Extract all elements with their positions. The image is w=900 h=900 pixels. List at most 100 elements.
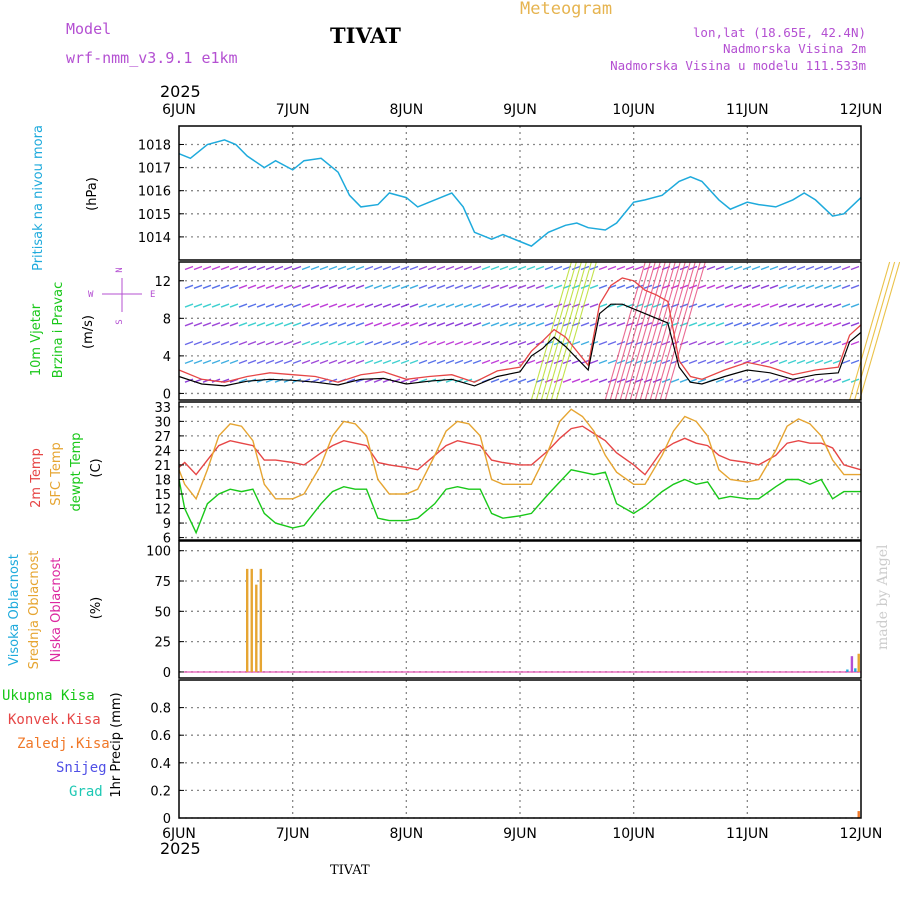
date-label-bottom: 6JUN (162, 826, 196, 842)
wind-barb (481, 322, 491, 327)
wind-barb (562, 378, 572, 383)
wind-barb (715, 284, 725, 289)
wind-barb (733, 303, 743, 308)
wind-barb (805, 340, 815, 346)
wind-hatch (639, 261, 681, 401)
wind-barb (796, 378, 806, 383)
wind-barb (553, 265, 563, 271)
compass-s: S (115, 319, 125, 324)
wind-barb (751, 340, 761, 346)
wind-barb (337, 340, 347, 346)
y-tick-label: 0 (163, 812, 171, 827)
wind-barb (409, 303, 419, 308)
wind-barb (445, 322, 455, 327)
wind-barb (184, 284, 194, 289)
wind-barb (373, 340, 383, 346)
wind-barb (319, 265, 329, 271)
wind-barb (850, 340, 860, 346)
wind-barb (598, 340, 608, 346)
wind-barb (229, 303, 239, 308)
wind-barb (472, 303, 482, 308)
wind-barb (526, 322, 536, 327)
y-tick-label: 12 (154, 275, 171, 290)
wind-barb (310, 265, 320, 271)
wind-barb (337, 265, 347, 271)
wind-barb (283, 340, 293, 346)
low-cloud-label: Niska Oblacnost (49, 558, 64, 663)
wind-barb (490, 303, 500, 308)
wind-barb (472, 284, 482, 289)
wind-barb (535, 284, 545, 289)
wind-barb (823, 378, 833, 383)
date-label-bottom: 10JUN (612, 826, 655, 842)
temp-ylabel: 2m Temp (29, 448, 44, 508)
wind-barb (724, 284, 734, 289)
wind-barb (508, 340, 518, 346)
wind-barb (805, 378, 815, 383)
wind-barb (310, 303, 320, 308)
wind-hatch (624, 261, 666, 401)
wind-barb (454, 322, 464, 327)
wind-barb (688, 359, 698, 365)
wind-barb (832, 265, 842, 271)
wind-barb (256, 265, 266, 271)
footer-station: TIVAT (330, 863, 370, 878)
wind-barb (490, 284, 500, 289)
wind-barb (310, 359, 320, 365)
wind-barb (292, 340, 302, 346)
wind-gust-line (178, 277, 862, 383)
wind-barb (418, 265, 428, 271)
wind-barb (589, 303, 599, 308)
wind-barb (607, 359, 617, 365)
wind-barb (292, 322, 302, 327)
wind-barb (580, 284, 590, 289)
date-label-top: 7JUN (276, 102, 310, 118)
compass-icon: N W E S (88, 267, 155, 324)
wind-barb (544, 265, 554, 271)
wind-barb (589, 284, 599, 289)
wind-barb (292, 265, 302, 271)
wind-barb (445, 340, 455, 346)
wind-barb (571, 265, 581, 271)
wind-barb (814, 340, 824, 346)
wind-barb (598, 378, 608, 383)
wind-barb (256, 322, 266, 327)
wind-barb (805, 359, 815, 365)
wind-barb (517, 265, 527, 271)
wind-barb (481, 284, 491, 289)
wind-barb (832, 303, 842, 308)
precip-legend-label: Zaledj.Kisa (17, 736, 110, 752)
cloud-bar (850, 656, 854, 672)
y-tick-label: 0.2 (150, 784, 171, 799)
wind-barb (607, 265, 617, 271)
wind-barb (409, 265, 419, 271)
wind-barb (526, 303, 536, 308)
wind-barb (769, 359, 779, 365)
wind-barb (544, 359, 554, 365)
pressure-line (178, 139, 862, 247)
wind-barb (364, 284, 374, 289)
wind-barb (427, 303, 437, 308)
wind-barb (364, 378, 374, 383)
wind-barb (283, 359, 293, 365)
wind-barb (742, 284, 752, 289)
top-year: 2025 (160, 82, 201, 101)
wind-barb (229, 340, 239, 346)
wind-hatch (530, 261, 572, 401)
wind-barb (391, 359, 401, 365)
wind-barb (643, 322, 653, 327)
wind-barb (778, 359, 788, 365)
wind-barb (760, 340, 770, 346)
wind-barb (598, 322, 608, 327)
wind-barb (301, 303, 311, 308)
wind-hatch (540, 261, 582, 401)
precip-legend: Ukupna Kisa Konvek.Kisa Zaledj.Kisa Snijeg G… (2, 688, 110, 800)
y-tick-label: 6 (163, 532, 171, 547)
panel-frame (178, 125, 862, 261)
wind-barb (679, 303, 689, 308)
wind-barb (301, 340, 311, 346)
wind-barb (184, 378, 194, 383)
wind-barb (193, 265, 203, 271)
wind-barb (733, 340, 743, 346)
wind-barb (292, 284, 302, 289)
